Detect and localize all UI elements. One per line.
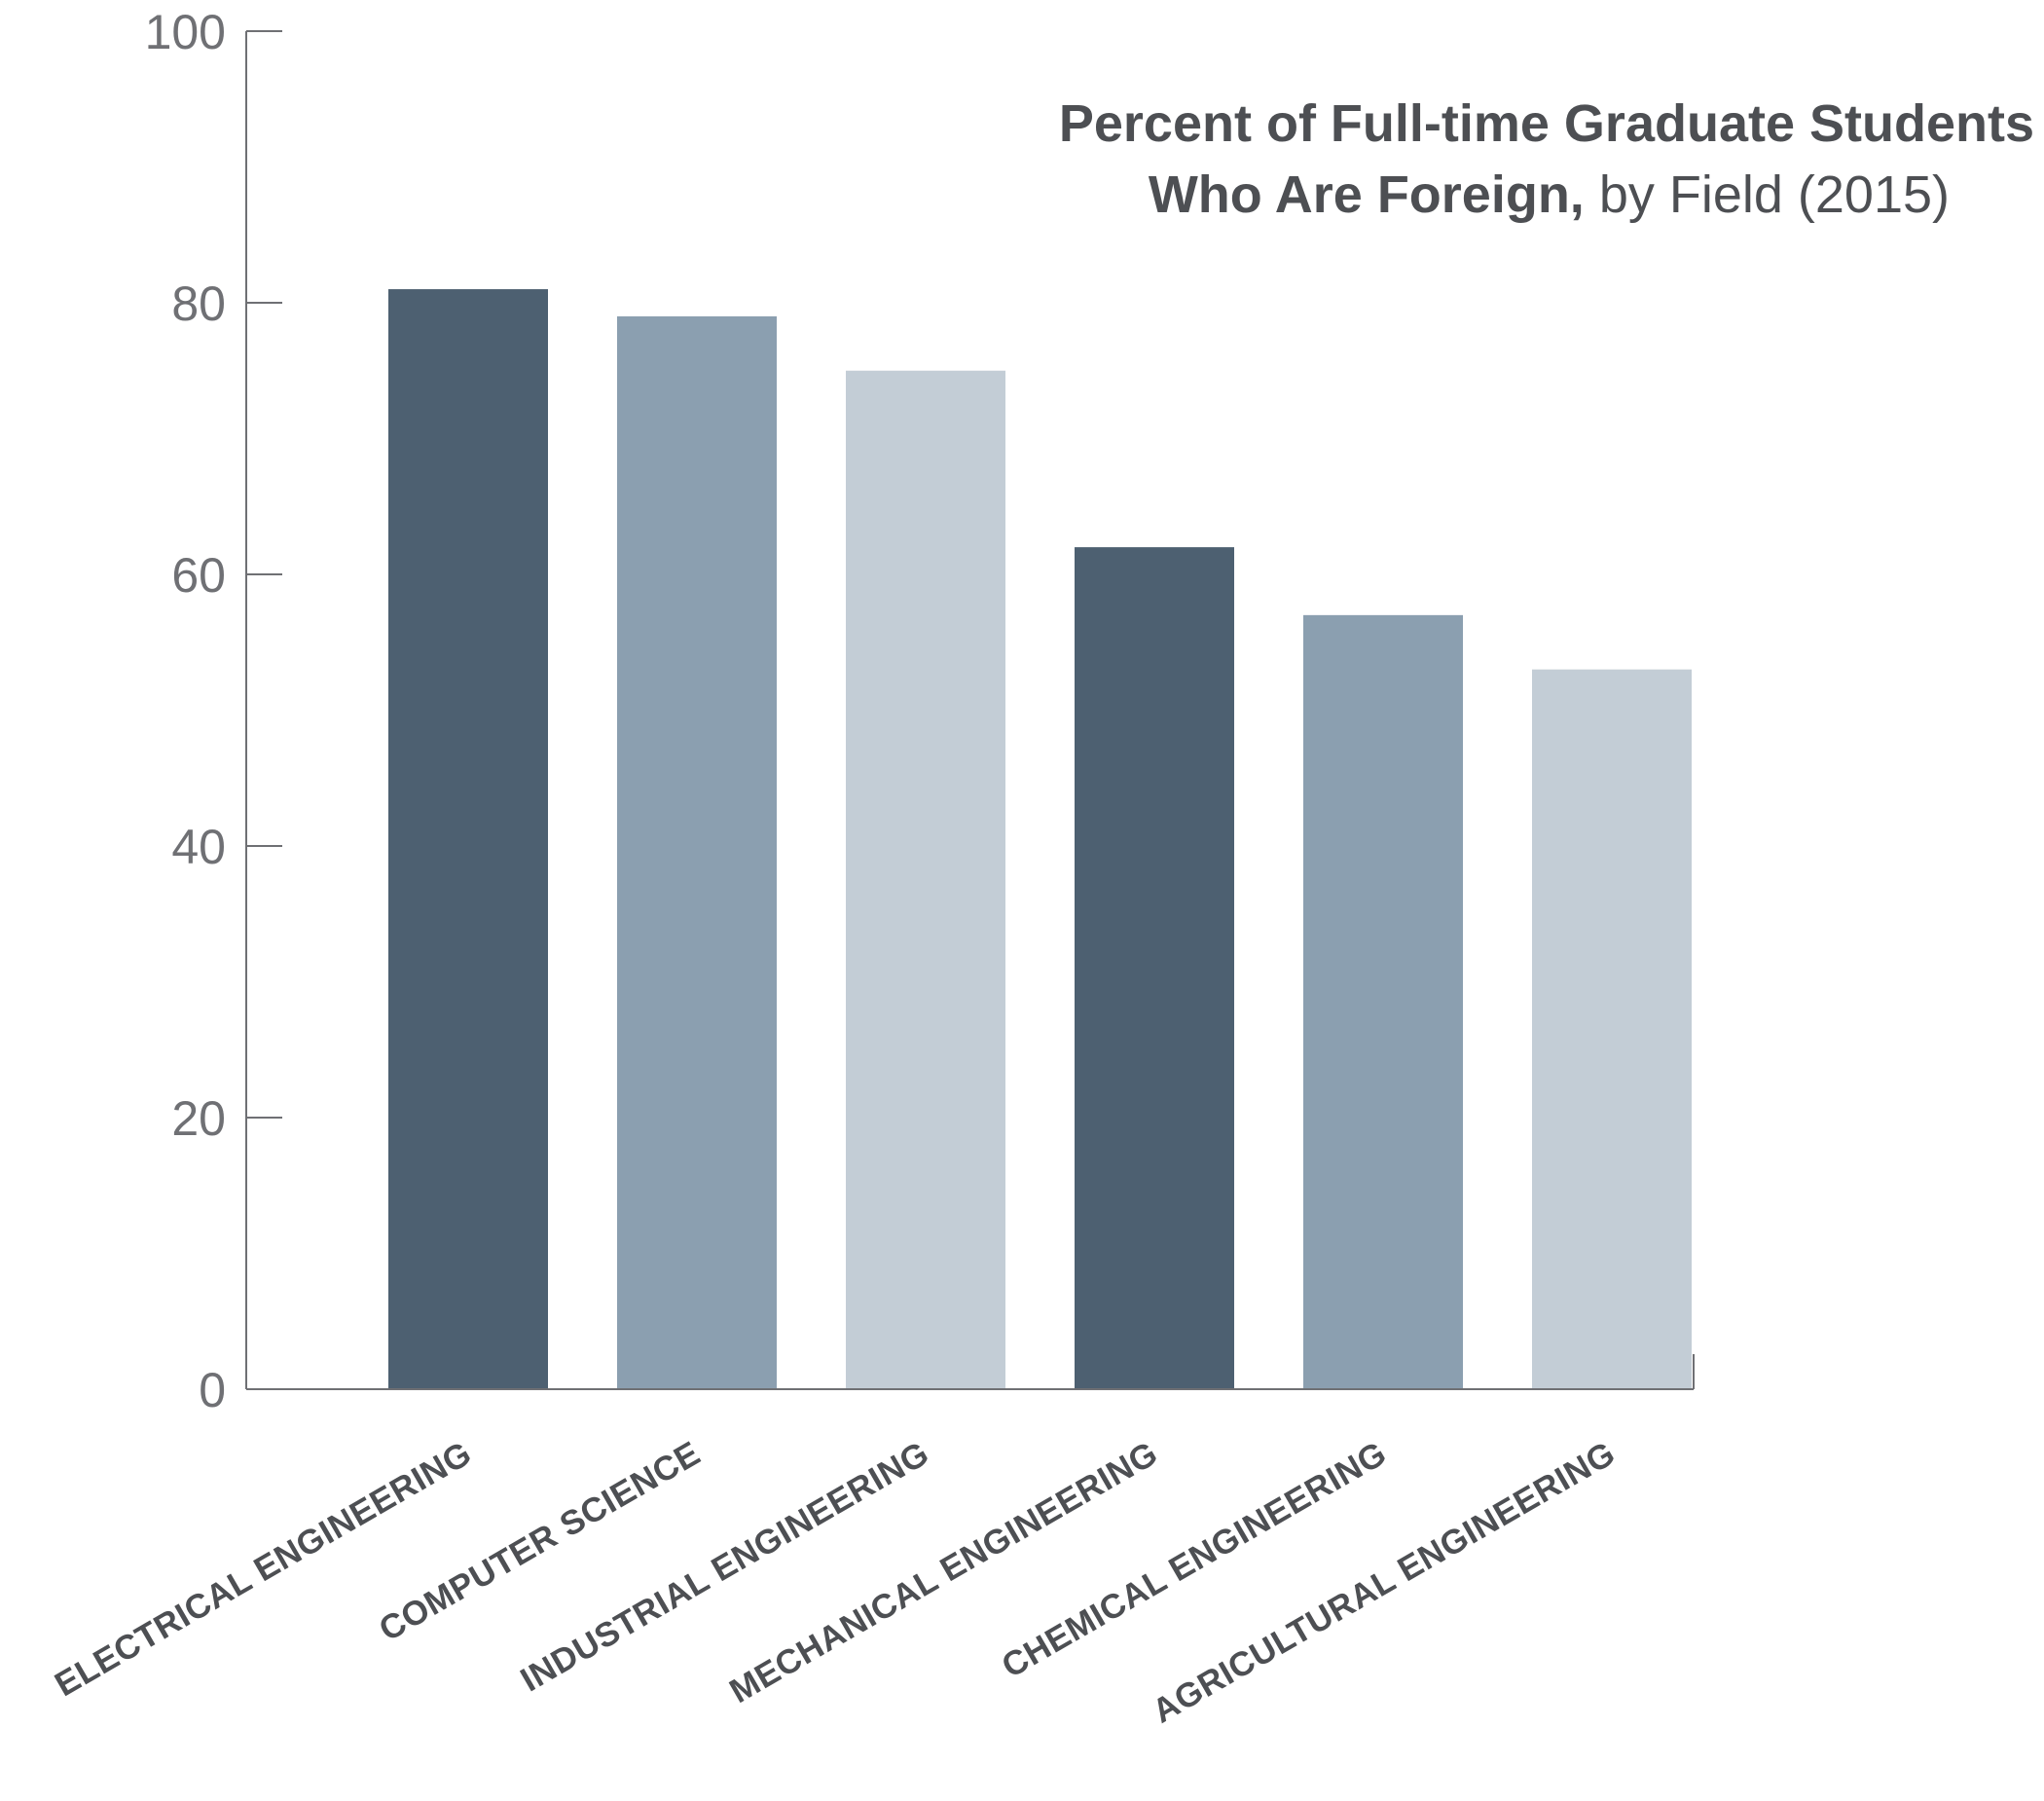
chart-title-line-2-bold: Who Are Foreign, [1149, 165, 1585, 224]
y-axis: 0 20 40 60 80 100 [145, 5, 282, 1417]
bar [1532, 669, 1692, 1389]
x-axis [246, 1354, 1695, 1390]
bar [1075, 547, 1234, 1389]
bar [388, 289, 548, 1389]
y-tick-label: 20 [171, 1091, 226, 1146]
bar [846, 370, 1005, 1389]
x-tick-label: MECHANICAL ENGINEERING [723, 1434, 1164, 1710]
y-tick-label: 40 [171, 820, 226, 874]
y-tick-label: 100 [145, 5, 226, 59]
x-tick-label: INDUSTRIAL ENGINEERING [514, 1434, 935, 1699]
x-tick-label: AGRICULTURAL ENGINEERING [1147, 1434, 1622, 1731]
chart-title-line-2: Who Are Foreign, by Field (2015) [1149, 165, 1950, 224]
x-tick-label: CHEMICAL ENGINEERING [996, 1434, 1393, 1685]
chart-title-line-2-normal: by Field (2015) [1585, 165, 1950, 224]
x-tick-label: ELECTRICAL ENGINEERING [49, 1434, 478, 1704]
chart-title-line-1: Percent of Full-time Graduate Students [1059, 94, 2034, 153]
y-tick-label: 0 [199, 1363, 226, 1417]
bar [617, 315, 777, 1390]
chart-title: Percent of Full-time Graduate Students W… [1059, 94, 2034, 224]
y-tick-label: 80 [171, 276, 226, 331]
bar [1303, 614, 1463, 1389]
bars [388, 289, 1692, 1390]
y-tick-label: 60 [171, 548, 226, 603]
